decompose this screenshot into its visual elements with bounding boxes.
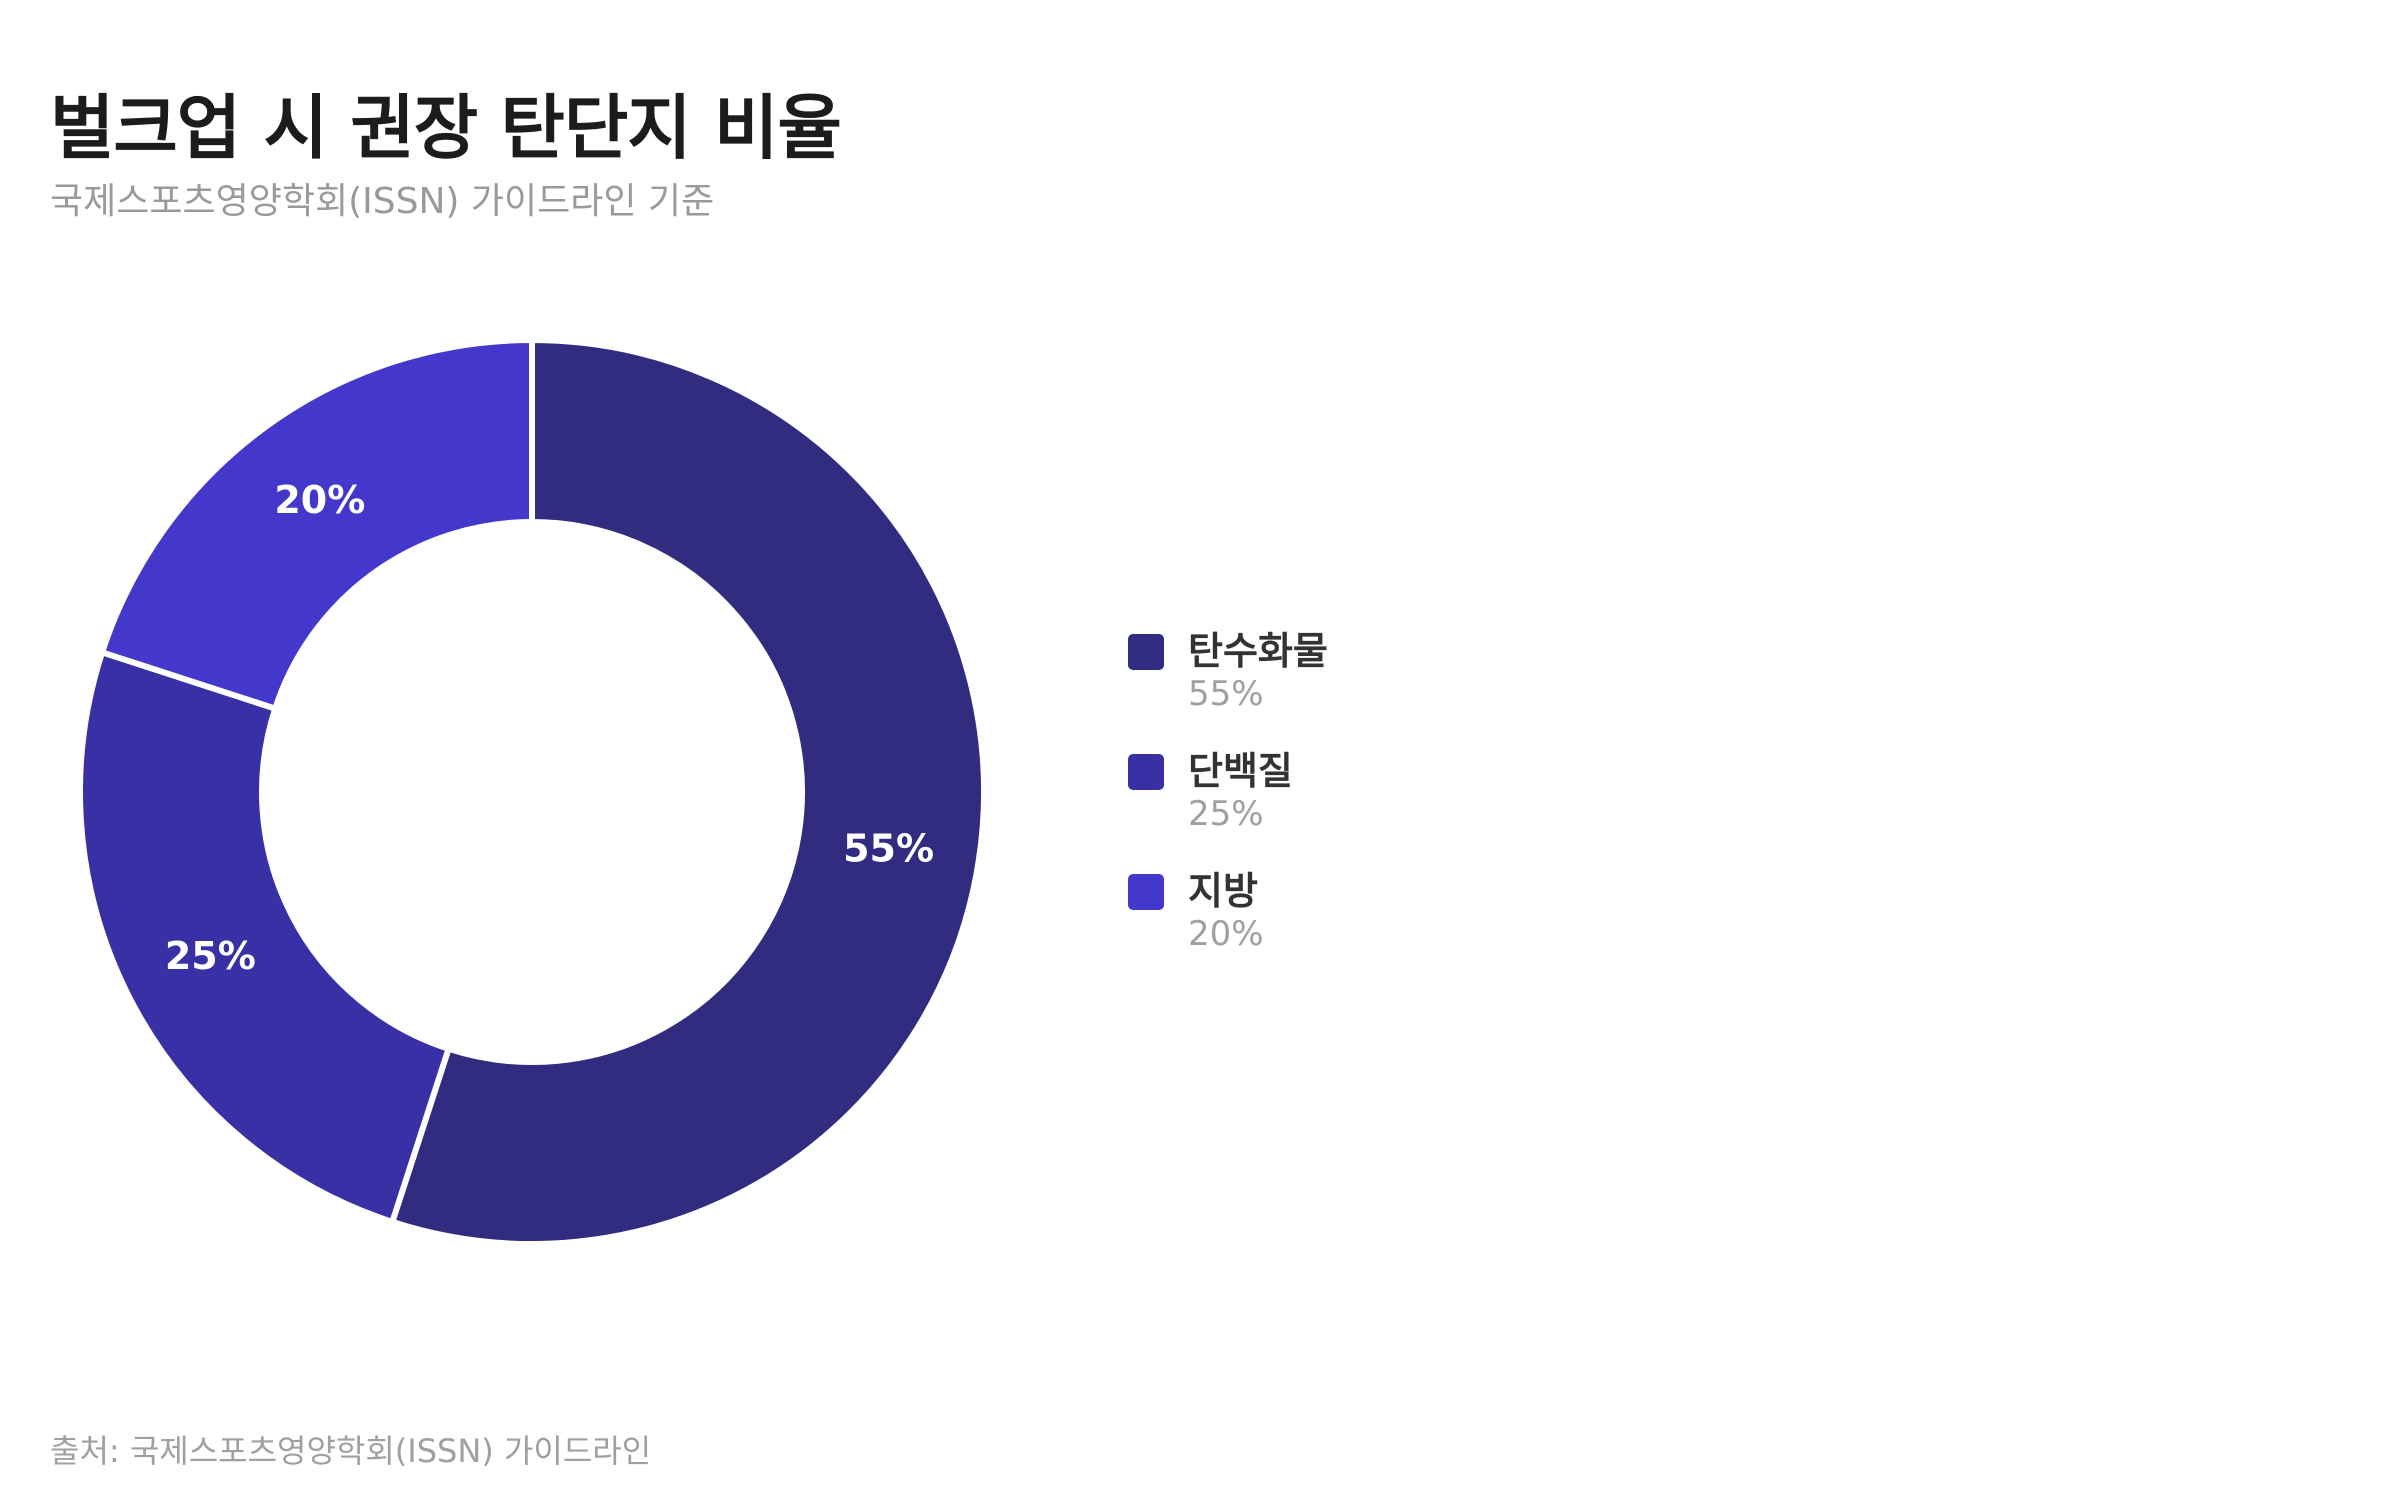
legend-item-carbohydrate: 탄수화물 55% (1128, 628, 1328, 748)
slice-label-fat: 20% (274, 478, 365, 522)
donut-slice-fat (98, 336, 535, 713)
chart-subtitle: 국제스포츠영양학회(ISSN) 가이드라인 기준 (50, 181, 715, 222)
donut-chart: 55% 25% 20% (77, 336, 987, 1247)
slice-label-protein: 25% (165, 934, 256, 978)
legend-swatch-fat (1128, 874, 1164, 910)
legend-item-fat: 지방 20% (1128, 868, 1328, 988)
legend-swatch-protein (1128, 754, 1164, 790)
chart-legend: 탄수화물 55% 단백질 25% 지방 20% (1128, 628, 1328, 988)
legend-label-protein: 단백질 (1188, 749, 1293, 793)
chart-title: 벌크업 시 권장 탄단지 비율 (50, 87, 842, 169)
legend-value-fat: 20% (1188, 914, 1264, 954)
legend-value-carbohydrate: 55% (1188, 674, 1264, 714)
legend-item-protein: 단백질 25% (1128, 748, 1328, 868)
slice-label-carbohydrate: 55% (843, 826, 934, 870)
legend-label-carbohydrate: 탄수화물 (1188, 629, 1328, 673)
legend-label-fat: 지방 (1188, 869, 1258, 913)
legend-value-protein: 25% (1188, 794, 1264, 834)
donut-slice-protein (77, 648, 453, 1226)
source-note: 출처: 국제스포츠영양학회(ISSN) 가이드라인 (50, 1432, 652, 1470)
donut-slice-carbohydrate (388, 336, 987, 1247)
legend-swatch-carbohydrate (1128, 634, 1164, 670)
